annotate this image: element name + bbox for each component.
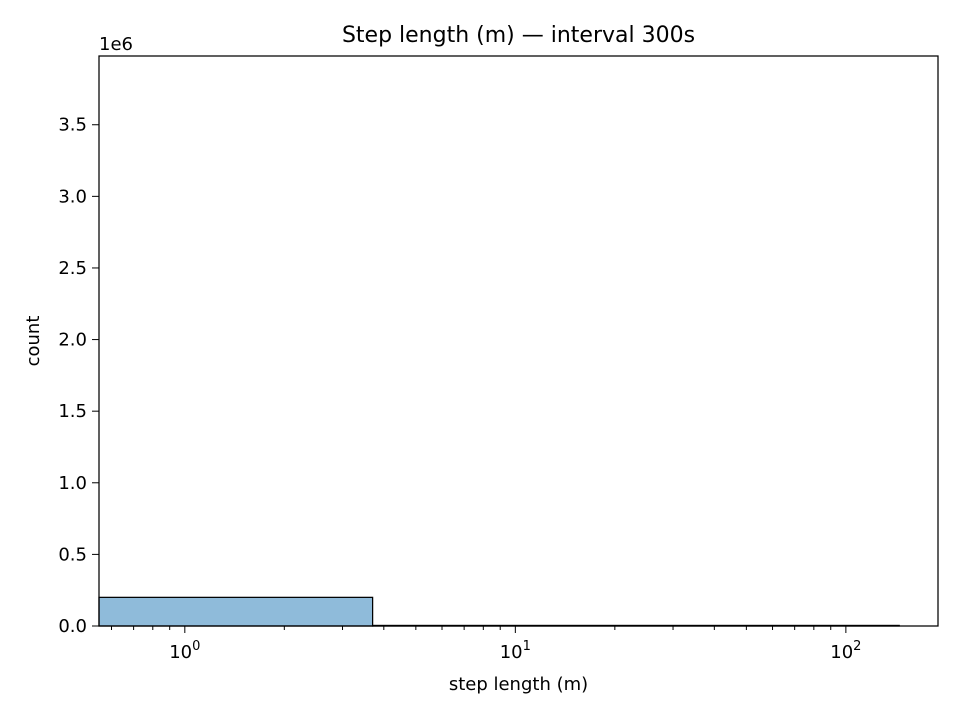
- y-tick-label: 0.5: [58, 544, 87, 565]
- chart-title: Step length (m) — interval 300s: [342, 23, 695, 48]
- x-tick-label: 100: [169, 639, 200, 663]
- y-tick-label: 2.0: [58, 330, 87, 351]
- y-tick-label: 2.5: [58, 258, 87, 279]
- y-axis-label: count: [23, 316, 44, 367]
- y-tick-label: 1.5: [58, 401, 87, 422]
- x-axis-label: step length (m): [449, 674, 588, 695]
- y-tick-label: 1.0: [58, 473, 87, 494]
- y-tick-label: 3.5: [58, 115, 87, 136]
- y-tick-label: 0.0: [58, 616, 87, 637]
- plot-frame: [98, 55, 939, 627]
- y-offset-label: 1e6: [99, 34, 133, 55]
- histogram-bar-0: [98, 596, 374, 627]
- y-tick-label: 3.0: [58, 186, 87, 207]
- x-tick-label: 102: [830, 639, 861, 663]
- x-axis-ticks: 100 101 102: [110, 626, 861, 663]
- bars-group: [98, 596, 900, 627]
- x-tick-label: 101: [500, 639, 531, 663]
- y-axis-ticks: 0.0 0.5 1.0 1.5 2.0 2.5 3.0 3.5: [58, 115, 99, 637]
